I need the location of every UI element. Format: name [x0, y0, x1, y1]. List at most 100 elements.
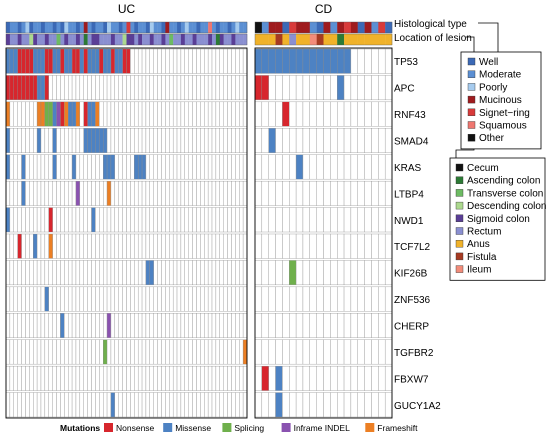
annotation-bar-border [5, 21, 248, 34]
mutation-cell [261, 233, 269, 259]
mutation-cell [309, 233, 317, 259]
mutation-cell [36, 48, 42, 74]
mutation-cell [83, 233, 88, 259]
mutation-cell [200, 75, 205, 101]
mutation-cell [153, 48, 158, 74]
mutation-cell [126, 365, 131, 391]
mutation-cell [52, 207, 57, 233]
annotation-cell-uc-location [83, 34, 88, 45]
mutation-cell [223, 180, 228, 206]
location-legend-swatch [455, 163, 464, 172]
mutation-cell [161, 260, 166, 286]
annotation-cell-cd-location [344, 34, 352, 45]
mutation-cell [79, 313, 84, 338]
mutation-cell [44, 128, 49, 153]
histology-legend-label: Well [479, 57, 498, 68]
mutation-cell [223, 313, 228, 338]
mutation-cell [364, 339, 372, 365]
mutation-cell [302, 128, 310, 153]
mutation-cell [56, 75, 61, 101]
mutation-cell [114, 154, 119, 180]
annotation-cell-cd-histology [275, 22, 283, 33]
mutation-cell [200, 313, 205, 338]
mutation-cell [145, 75, 151, 101]
mutation-cell [261, 313, 269, 338]
annotation-cell-uc-histology [68, 22, 73, 33]
mutation-cell [165, 48, 170, 74]
mutation-cell [99, 392, 104, 418]
mutation-cell [172, 75, 178, 101]
mutation-cell [316, 392, 324, 418]
mutation-cell [261, 260, 269, 286]
mutation-cell [13, 75, 18, 101]
mutation-cell [91, 101, 96, 127]
mutation-cell [239, 233, 244, 259]
annotation-cell-uc-histology [6, 22, 11, 33]
mutation-cell [289, 286, 297, 312]
mutation-cell [192, 313, 197, 338]
mutation-cell [134, 313, 139, 338]
mutation-cell [60, 75, 65, 101]
mutation-cell [25, 339, 30, 365]
mutation-cell [157, 128, 162, 153]
mutation-cell [99, 128, 104, 153]
annotation-cell-cd-location [350, 34, 358, 45]
mutation-cell [114, 260, 119, 286]
mutation-cell [145, 260, 151, 286]
mutation-cell [295, 233, 304, 259]
annotation-cell-uc-location [13, 34, 18, 45]
mutation-cell [337, 180, 345, 206]
mutation-cell [196, 260, 201, 286]
mutation-cell [364, 313, 372, 338]
mutation-cell [275, 392, 283, 418]
mutation-cell [99, 180, 104, 206]
mutation-cell [145, 233, 151, 259]
annotation-cell-uc-histology [161, 22, 166, 33]
mutation-cell [172, 260, 178, 286]
mutation-cell [122, 154, 127, 180]
mutation-cell [68, 365, 73, 391]
mutation-cell [200, 128, 205, 153]
mutation-cell [44, 207, 49, 233]
mutation-cell [242, 128, 248, 153]
annotation-cell-uc-location [68, 34, 73, 45]
mutation-cell [371, 180, 379, 206]
annotation-cell-uc-histology [56, 22, 61, 33]
mutation-cell [378, 207, 386, 233]
annotation-cell-uc-location [149, 34, 154, 45]
mutation-cell [302, 339, 310, 365]
mutation-cell [289, 313, 297, 338]
mutation-cell [40, 48, 46, 74]
mutation-cell [114, 392, 119, 418]
mutation-cell [231, 207, 236, 233]
mutation-cell [180, 233, 185, 259]
mutation-cell [282, 128, 290, 153]
mutation-cell [103, 260, 108, 286]
mutation-cell [242, 180, 248, 206]
mutation-cell [118, 180, 123, 206]
mutation-cell [295, 286, 304, 312]
annotation-cell-cd-histology [371, 22, 379, 33]
mutation-cell [343, 128, 352, 153]
mutation-cell [268, 233, 276, 259]
mutation-cell [350, 233, 358, 259]
mutation-cell [75, 207, 81, 233]
mutation-cell [5, 339, 11, 365]
mutation-cell [103, 180, 108, 206]
annotation-cell-cd-histology [323, 22, 331, 33]
mutation-cell [184, 128, 189, 153]
mutation-cell [242, 154, 248, 180]
mutation-cell [254, 154, 263, 180]
mutation-cell [371, 154, 379, 180]
mutation-cell [261, 180, 269, 206]
mutation-cell [261, 286, 269, 312]
mutation-cell [25, 154, 30, 180]
mutation-cell [239, 101, 244, 127]
annotation-cell-cd-histology [316, 22, 324, 33]
annotation-cell-uc-histology [130, 22, 135, 33]
mutation-cell [196, 365, 201, 391]
mutation-cell [25, 313, 30, 338]
mutation-cell [316, 48, 324, 74]
mutation-cell [184, 207, 189, 233]
